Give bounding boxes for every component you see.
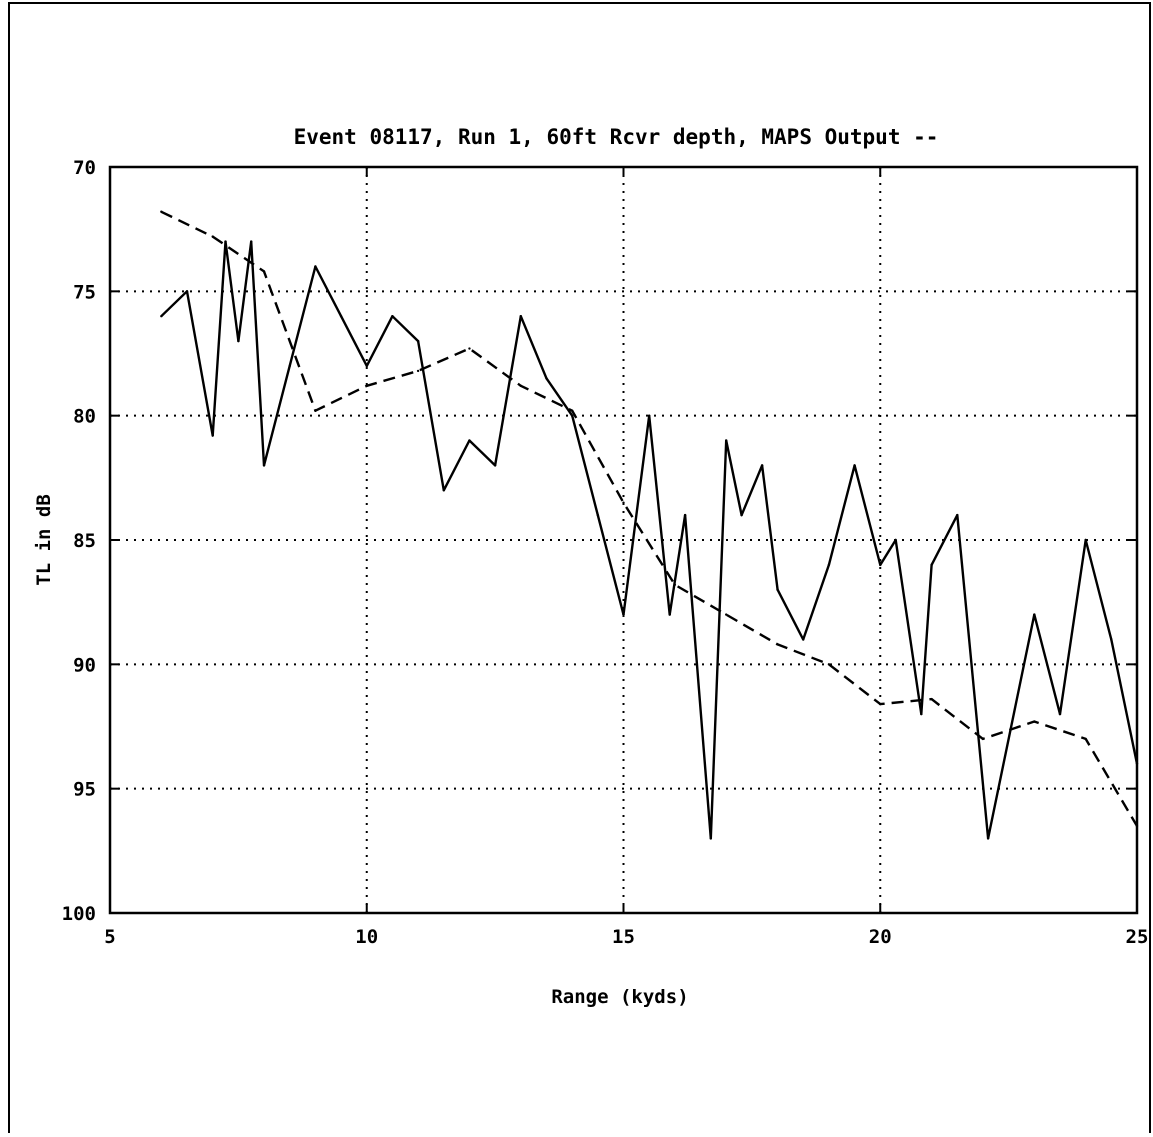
x-tick-label: 10 (355, 926, 378, 948)
y-tick-label: 70 (73, 157, 96, 179)
data-point-solid (468, 439, 471, 442)
data-point-solid (416, 339, 420, 343)
y-tick-label: 80 (73, 406, 96, 428)
data-point-dashed (981, 737, 985, 741)
data-point-solid (211, 434, 214, 437)
data-point-dashed (570, 409, 574, 412)
data-point-solid (442, 489, 445, 492)
y-tick-label: 95 (73, 779, 96, 801)
data-point-solid (339, 315, 343, 318)
data-point-dashed (776, 643, 779, 646)
x-tick-label: 25 (1126, 926, 1149, 948)
y-axis-label: TL in dB (33, 494, 55, 586)
data-point-solid (570, 414, 574, 417)
data-point-solid (288, 364, 291, 368)
data-point-solid (776, 588, 779, 591)
data-point-solid (493, 464, 497, 467)
data-point-solid (622, 613, 625, 616)
data-point-solid (185, 290, 189, 293)
data-point-dashed (622, 501, 625, 504)
chart-title: Event 08117, Run 1, 60ft Rcvr depth, MAP… (294, 125, 939, 149)
data-point-solid (920, 712, 923, 716)
data-point-solid (668, 613, 671, 616)
data-point-solid (365, 364, 368, 368)
x-tick-label: 5 (104, 926, 115, 948)
data-point-solid (879, 563, 882, 567)
data-point-dashed (673, 583, 677, 586)
data-point-solid (1058, 712, 1062, 716)
data-point-dashed (725, 613, 728, 616)
data-point-dashed (930, 697, 933, 701)
data-point-solid (740, 513, 743, 517)
data-point-solid (224, 240, 227, 243)
data-point-solid (647, 414, 651, 417)
x-tick-label: 15 (612, 926, 635, 948)
data-point-dashed (1084, 737, 1087, 741)
data-point-dashed (468, 347, 471, 350)
x-axis-label: Range (kyds) (551, 986, 688, 1008)
data-point-solid (853, 464, 856, 467)
data-point-solid (709, 837, 712, 840)
series-line-dashed (160, 210, 1139, 827)
y-tick-label: 90 (73, 654, 96, 676)
data-point-solid (391, 315, 394, 318)
y-tick-label: 85 (73, 530, 96, 552)
series-group (160, 210, 1139, 840)
data-point-solid (802, 638, 805, 641)
data-point-solid (1110, 638, 1113, 641)
data-point-dashed (365, 384, 368, 388)
data-point-dashed (519, 384, 522, 388)
data-point-dashed (160, 210, 163, 213)
axis-ticks: 5 10 15 20 25 70 75 80 85 90 95 100 (62, 157, 1149, 948)
data-point-solid (683, 513, 687, 517)
data-point-solid (545, 377, 548, 380)
data-point-dashed (314, 409, 317, 412)
data-point-solid (519, 315, 522, 318)
data-point-solid (250, 240, 253, 243)
y-tick-label: 100 (62, 903, 96, 925)
data-point-solid (596, 513, 600, 517)
data-point-solid (930, 563, 933, 567)
data-point-dashed (262, 270, 266, 273)
y-tick-label: 75 (73, 281, 96, 303)
data-point-solid (725, 439, 728, 442)
data-point-solid (760, 464, 764, 467)
data-point-solid (894, 538, 897, 542)
data-point-solid (1084, 538, 1087, 542)
data-point-solid (956, 513, 959, 517)
data-point-dashed (211, 235, 214, 238)
x-tick-label: 20 (869, 926, 892, 948)
data-point-solid (237, 339, 240, 343)
data-point-solid (160, 315, 163, 318)
data-point-solid (1033, 613, 1036, 616)
data-point-solid (262, 464, 266, 467)
data-point-dashed (827, 663, 831, 666)
data-point-dashed (879, 702, 882, 706)
data-point-solid (314, 265, 317, 268)
data-point-dashed (416, 369, 420, 373)
data-point-solid (986, 837, 990, 840)
data-point-solid (827, 563, 831, 567)
figure-frame (8, 2, 1151, 1133)
grid (110, 167, 1137, 913)
data-point-dashed (1033, 720, 1036, 723)
